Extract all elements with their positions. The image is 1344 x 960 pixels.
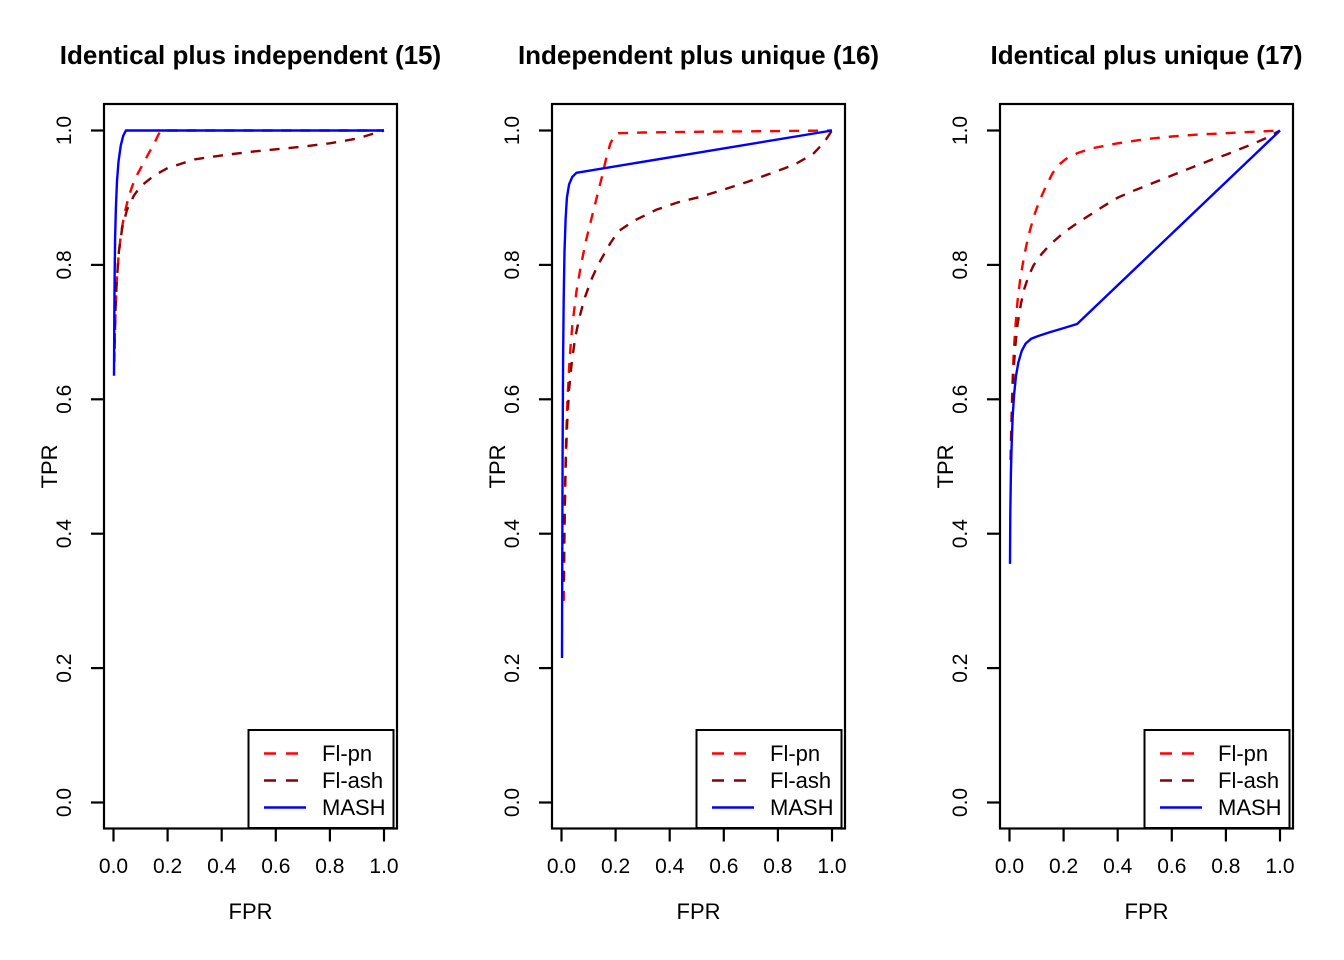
roc-curve-mash	[560, 129, 833, 659]
roc-curve-fl-ash	[562, 129, 833, 581]
legend-label-fl-ash: Fl-ash	[322, 768, 383, 793]
x-tick-label: 0.6	[261, 855, 290, 878]
y-tick-label: 0.2	[501, 653, 524, 682]
panel-identical-plus-unique-17: Identical plus unique (17) 0.0 0.2 0.4 0.6 0.…	[896, 0, 1344, 960]
x-tick-label: 0.2	[1049, 855, 1078, 878]
y-tick-label: 1.0	[53, 116, 76, 145]
y-tick-label: 0.0	[501, 788, 524, 817]
y-tick-label: 0.0	[949, 788, 972, 817]
y-axis-title: TPR	[933, 445, 958, 489]
y-tick-label: 0.4	[501, 519, 524, 549]
y-tick-label: 1.0	[949, 116, 972, 145]
y-tick-label: 0.8	[949, 250, 972, 279]
y-tick-label: 0.4	[949, 519, 972, 549]
chart-title: Identical plus unique (17)	[990, 40, 1302, 70]
y-axis-title: TPR	[37, 445, 62, 489]
roc-curve-fl-pn	[113, 129, 384, 363]
panel-independent-plus-unique-16: Independent plus unique (16) 0.0 0.2 0.4 0.6…	[448, 0, 896, 960]
plot-box	[550, 102, 847, 830]
legend-label-mash: MASH	[770, 795, 834, 820]
y-tick-label: 0.0	[53, 788, 76, 817]
legend-label-fl-pn: Fl-pn	[1218, 741, 1268, 766]
x-axis-title: FPR	[1125, 899, 1169, 924]
x-tick-label: 0.0	[995, 855, 1024, 878]
roc-curve-mash	[1008, 129, 1281, 564]
y-tick-label: 1.0	[501, 116, 524, 145]
x-tick-label: 0.0	[547, 855, 576, 878]
x-tick-label: 0.4	[655, 855, 685, 878]
x-tick-label: 0.2	[601, 855, 630, 878]
y-tick-label: 0.6	[501, 385, 524, 414]
x-tick-label: 0.2	[153, 855, 182, 878]
x-tick-label: 0.6	[709, 855, 738, 878]
y-tick-label: 0.2	[53, 653, 76, 682]
y-tick-label: 0.2	[949, 653, 972, 682]
x-tick-label: 1.0	[817, 855, 846, 878]
roc-chart-identical-plus-unique: Identical plus unique (17) 0.0 0.2 0.4 0.6 0.…	[933, 40, 1303, 924]
x-tick-label: 0.8	[763, 855, 792, 878]
x-tick-label: 0.8	[315, 855, 344, 878]
x-tick-label: 0.8	[1211, 855, 1240, 878]
y-axis-title: TPR	[485, 445, 510, 489]
legend-box	[1143, 729, 1291, 829]
y-tick-label: 0.6	[53, 385, 76, 414]
plot-box	[998, 102, 1295, 830]
x-tick-label: 1.0	[369, 855, 398, 878]
chart-title: Independent plus unique (16)	[518, 40, 879, 70]
y-tick-label: 0.8	[501, 250, 524, 279]
x-tick-label: 0.0	[99, 855, 128, 878]
roc-curve-mash	[112, 129, 384, 376]
roc-curve-fl-pn	[1009, 129, 1281, 460]
legend-label-fl-ash: Fl-ash	[770, 768, 831, 793]
roc-curve-fl-ash	[113, 129, 385, 349]
panel-identical-plus-independent-15: Identical plus independent (15) 0.0 0.2 0.4…	[0, 0, 448, 960]
legend-label-fl-pn: Fl-pn	[770, 741, 820, 766]
y-tick-label: 0.6	[949, 385, 972, 414]
x-axis-title: FPR	[229, 899, 273, 924]
chart-title: Identical plus independent (15)	[60, 40, 441, 70]
legend-label-fl-ash: Fl-ash	[1218, 768, 1279, 793]
legend-label-mash: MASH	[322, 795, 386, 820]
x-tick-label: 1.0	[1265, 855, 1294, 878]
legend-label-fl-pn: Fl-pn	[322, 741, 372, 766]
roc-chart-independent-plus-unique: Independent plus unique (16) 0.0 0.2 0.4 0.6…	[485, 40, 879, 924]
roc-curve-fl-ash	[1009, 129, 1281, 460]
plot-box	[102, 102, 399, 830]
roc-chart-identical-plus-independent: Identical plus independent (15) 0.0 0.2 0.4…	[37, 40, 441, 924]
y-tick-label: 0.4	[53, 519, 76, 549]
roc-curve-fl-pn	[562, 129, 833, 601]
legend-label-mash: MASH	[1218, 795, 1282, 820]
legend-box	[695, 729, 843, 829]
legend-box	[247, 729, 395, 829]
x-axis-title: FPR	[677, 899, 721, 924]
x-tick-label: 0.4	[1103, 855, 1133, 878]
y-tick-label: 0.8	[53, 250, 76, 279]
x-tick-label: 0.6	[1157, 855, 1186, 878]
x-tick-label: 0.4	[207, 855, 237, 878]
